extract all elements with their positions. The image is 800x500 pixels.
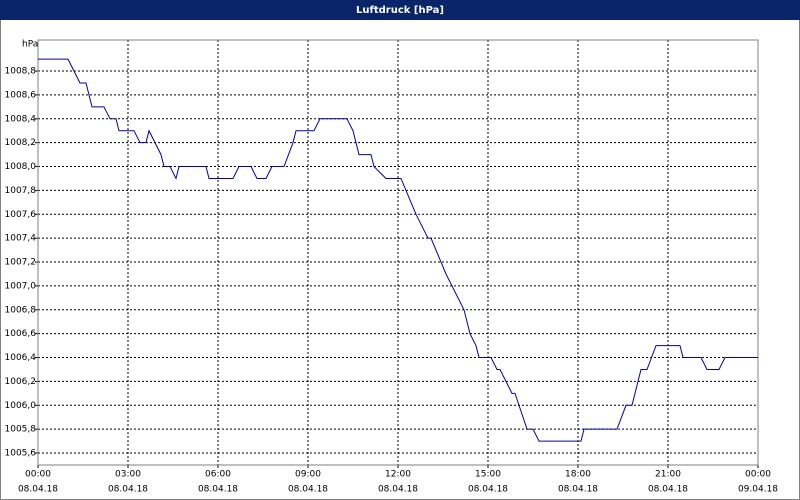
- y-tick-label: 1006,2: [5, 377, 37, 387]
- y-tick-label: 1008,2: [5, 138, 37, 148]
- y-tick-label: 1008,0: [5, 162, 37, 172]
- x-tick-date: 08.04.18: [198, 485, 238, 495]
- y-tick-label: 1007,6: [5, 210, 37, 220]
- x-tick-label: 15:00: [475, 470, 501, 480]
- x-tick-label: 12:00: [385, 470, 411, 480]
- title-bar: [0, 0, 800, 20]
- x-tick-label: 03:00: [115, 470, 141, 480]
- y-tick-label: 1008,8: [5, 67, 37, 77]
- y-tick-label: 1007,0: [5, 281, 37, 291]
- y-tick-label: 1007,4: [5, 234, 37, 244]
- y-tick-label: 1007,2: [5, 258, 37, 268]
- x-tick-date: 08.04.18: [468, 485, 508, 495]
- y-tick-label: 1008,6: [5, 90, 37, 100]
- x-tick-date: 08.04.18: [18, 485, 58, 495]
- x-tick-label: 00:00: [745, 470, 771, 480]
- x-tick-label: 00:00: [25, 470, 51, 480]
- y-tick-label: 1005,8: [5, 425, 37, 435]
- x-tick-date: 08.04.18: [558, 485, 598, 495]
- x-tick-label: 09:00: [295, 470, 321, 480]
- x-tick-date: 08.04.18: [648, 485, 688, 495]
- y-tick-label: 1005,6: [5, 449, 37, 459]
- y-axis-label: hPa: [22, 40, 38, 50]
- y-tick-label: 1007,8: [5, 186, 37, 196]
- y-tick-label: 1006,0: [5, 401, 37, 411]
- x-tick-date: 08.04.18: [108, 485, 148, 495]
- x-tick-label: 21:00: [655, 470, 681, 480]
- y-tick-label: 1006,6: [5, 329, 37, 339]
- x-tick-date: 08.04.18: [378, 485, 418, 495]
- y-tick-label: 1008,4: [5, 114, 37, 124]
- x-tick-label: 18:00: [565, 470, 591, 480]
- x-tick-label: 06:00: [205, 470, 231, 480]
- data-line: [38, 58, 758, 442]
- y-tick-label: 1006,8: [5, 305, 37, 315]
- chart-title: Luftdruck [hPa]: [356, 5, 444, 16]
- x-tick-date: 08.04.18: [288, 485, 328, 495]
- plot-border: [37, 39, 759, 466]
- y-tick-label: 1006,4: [5, 353, 37, 363]
- x-tick-date: 09.04.18: [738, 485, 778, 495]
